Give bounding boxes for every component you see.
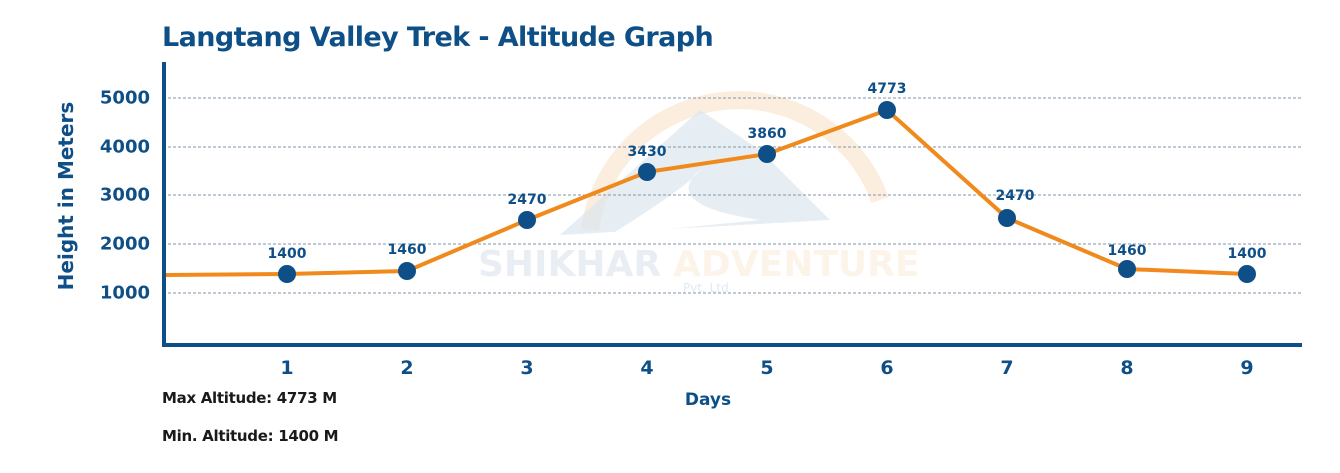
y-tick-2000: 2000 [99, 233, 150, 255]
x-axis-label: Days [684, 390, 732, 410]
marker-day-8[interactable] [1118, 260, 1136, 278]
marker-day-1[interactable] [278, 265, 296, 283]
point-label-day-7: 2470 [996, 188, 1035, 204]
y-tick-3000: 3000 [99, 184, 150, 206]
point-label-day-9: 1400 [1228, 246, 1267, 262]
point-label-day-4: 3430 [628, 144, 667, 160]
watermark-brand-a: SHIKHAR [478, 244, 661, 285]
data-markers [278, 101, 1256, 283]
y-tick-1000: 1000 [99, 282, 150, 304]
x-tick-4: 4 [640, 357, 654, 379]
x-tick-7: 7 [1000, 357, 1014, 379]
point-label-day-1: 1400 [268, 246, 307, 262]
point-label-day-8: 1460 [1108, 243, 1147, 259]
x-tick-6: 6 [880, 357, 894, 379]
y-tick-4000: 4000 [99, 136, 150, 158]
x-tick-5: 5 [760, 357, 774, 379]
point-label-day-6: 4773 [868, 81, 907, 97]
marker-day-2[interactable] [398, 262, 416, 280]
gridlines [168, 97, 1302, 294]
x-tick-2: 2 [400, 357, 414, 379]
marker-day-3[interactable] [518, 211, 536, 229]
y-tick-5000: 5000 [99, 87, 150, 109]
altitude-line [165, 108, 1248, 277]
x-tick-9: 9 [1240, 357, 1254, 379]
min-altitude-stat: Min. Altitude: 1400 M [162, 427, 339, 445]
point-label-day-5: 3860 [748, 126, 787, 142]
watermark-logo [560, 91, 889, 235]
point-label-day-3: 2470 [508, 192, 547, 208]
marker-day-4[interactable] [638, 163, 656, 181]
watermark-sub: Pvt. Ltd [683, 281, 729, 295]
x-tick-8: 8 [1120, 357, 1134, 379]
x-tick-1: 1 [280, 357, 294, 379]
chart-title: Langtang Valley Trek - Altitude Graph [162, 22, 714, 53]
x-tick-3: 3 [520, 357, 534, 379]
marker-day-6[interactable] [878, 101, 896, 119]
marker-day-9[interactable] [1238, 265, 1256, 283]
marker-day-5[interactable] [758, 145, 776, 163]
marker-day-7[interactable] [998, 209, 1016, 227]
point-label-day-2: 1460 [388, 242, 427, 258]
watermark-brand-b: ADVENTURE [673, 244, 919, 285]
max-altitude-stat: Max Altitude: 4773 M [162, 389, 337, 407]
